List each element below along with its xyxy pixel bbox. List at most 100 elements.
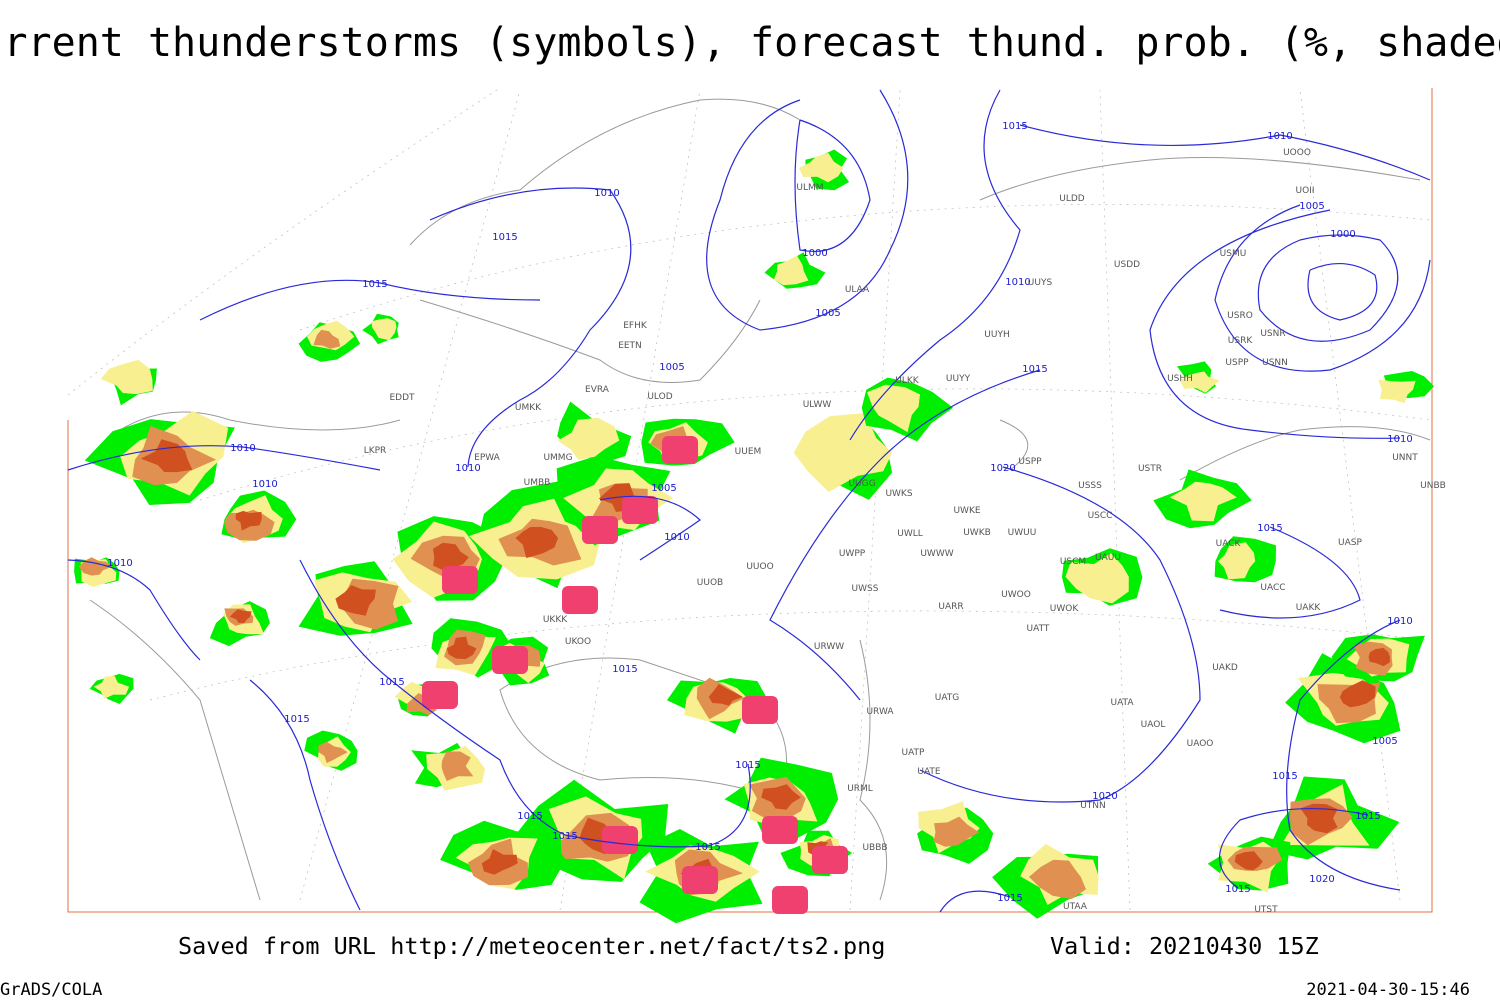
storm-symbol	[442, 566, 478, 594]
station-code: UTAA	[1063, 902, 1088, 912]
valid-time: Valid: 20210430 15Z	[1050, 932, 1319, 960]
storm-symbol	[812, 846, 848, 874]
isobar-label: 1010	[1005, 277, 1030, 288]
station-code: USPP	[1018, 457, 1042, 467]
station-code: UUOB	[697, 578, 723, 588]
isobar-label: 1005	[1372, 736, 1397, 747]
station-code: ULMM	[796, 183, 823, 193]
station-code: USCC	[1088, 511, 1113, 521]
station-code: UUOO	[746, 562, 773, 572]
isobar-label: 1010	[107, 558, 132, 569]
station-code: USCM	[1060, 557, 1086, 567]
station-code: UUYS	[1028, 278, 1053, 288]
station-code: UWKE	[953, 506, 980, 516]
station-code: URML	[847, 784, 873, 794]
prob-patch	[799, 152, 844, 183]
coastlines	[89, 98, 1431, 901]
isobar-label: 1020	[1092, 791, 1117, 802]
station-code: USNN	[1262, 358, 1288, 368]
graticule	[149, 89, 1431, 911]
isobar-label: 1020	[1309, 874, 1334, 885]
isobar-label: 1015	[1225, 884, 1250, 895]
station-code: ULOD	[647, 392, 672, 402]
prob-patch	[318, 741, 348, 764]
station-code: UMBB	[524, 478, 551, 488]
prob-patch	[1169, 481, 1237, 522]
station-code: UWOO	[1001, 590, 1031, 600]
isobar-label: 1010	[252, 479, 277, 490]
station-code: UWPP	[839, 549, 866, 559]
station-code: USDD	[1114, 260, 1140, 270]
station-code: UMKK	[515, 403, 542, 413]
station-code: UUYH	[984, 330, 1009, 340]
prob-patch	[1217, 542, 1256, 580]
station-code: UASP	[1338, 538, 1362, 548]
storm-symbol	[622, 496, 658, 524]
isobar-label: 1015	[1022, 364, 1047, 375]
prob-patch	[235, 510, 262, 531]
isobar-label: 1005	[1299, 201, 1324, 212]
prob-patch	[1180, 371, 1220, 393]
station-code: EDDT	[389, 393, 415, 403]
isobar-label: 1010	[664, 532, 689, 543]
isobar-label: 1015	[552, 831, 577, 842]
station-code: UWSS	[852, 584, 879, 594]
station-code: UWLL	[897, 529, 923, 539]
station-code: ULAA	[845, 285, 870, 295]
station-code: UWWW	[920, 549, 953, 559]
isobar-label: 1015	[612, 664, 637, 675]
station-code: UACC	[1260, 583, 1285, 593]
station-code: UUGG	[848, 479, 875, 489]
title: Current thunderstorms (symbols), forecas…	[0, 20, 1500, 66]
shading	[74, 149, 1435, 924]
station-code: EVRA	[585, 385, 610, 395]
prob-patch	[1065, 553, 1129, 604]
station-code: UAUU	[1095, 553, 1121, 563]
station-code: UNNT	[1392, 453, 1418, 463]
prob-patch	[1339, 680, 1376, 708]
station-code: USPP	[1225, 358, 1249, 368]
station-code: USMU	[1220, 249, 1247, 259]
station-code: USRO	[1227, 311, 1253, 321]
isobar-label: 1020	[990, 463, 1015, 474]
station-code: UATA	[1110, 698, 1134, 708]
isobar-label: 1005	[651, 483, 676, 494]
station-code: UAOO	[1187, 739, 1214, 749]
prob-patch	[1029, 859, 1086, 899]
isobar-label: 1000	[1330, 229, 1355, 240]
isobar-label: 1010	[455, 463, 480, 474]
storm-symbol	[742, 696, 778, 724]
isobar-label: 1015	[517, 811, 542, 822]
prob-patch	[867, 384, 920, 433]
prob-patch	[481, 849, 518, 875]
prob-patch	[1368, 647, 1390, 667]
prob-patch	[1234, 851, 1263, 871]
prob-patch	[1300, 803, 1338, 834]
prob-patch	[371, 318, 397, 341]
prob-patch	[515, 526, 559, 558]
station-code: UUYY	[946, 374, 971, 384]
isobar-label: 1015	[997, 893, 1022, 904]
isobar-label: 1010	[1387, 616, 1412, 627]
isobars	[67, 89, 1431, 913]
prob-patch	[761, 784, 801, 810]
storm-symbol	[492, 646, 528, 674]
prob-patch	[557, 417, 620, 460]
station-code: UOII	[1296, 186, 1315, 196]
prob-patch	[1378, 379, 1416, 404]
station-code: USNR	[1260, 329, 1285, 339]
isobar-label: 1015	[379, 677, 404, 688]
station-code: UAKD	[1212, 663, 1238, 673]
storm-symbol	[602, 826, 638, 854]
isobar-label: 1015	[1257, 523, 1282, 534]
station-code: UWKS	[885, 489, 912, 499]
station-code: UWKB	[963, 528, 991, 538]
station-code: UATT	[1027, 624, 1050, 634]
isobar-label: 1015	[695, 842, 720, 853]
isobar-label: 1015	[1272, 771, 1297, 782]
prob-patch	[229, 609, 252, 623]
isobar-label: 1015	[284, 714, 309, 725]
station-code: UACK	[1216, 539, 1242, 549]
station-code: UAOL	[1141, 720, 1166, 730]
